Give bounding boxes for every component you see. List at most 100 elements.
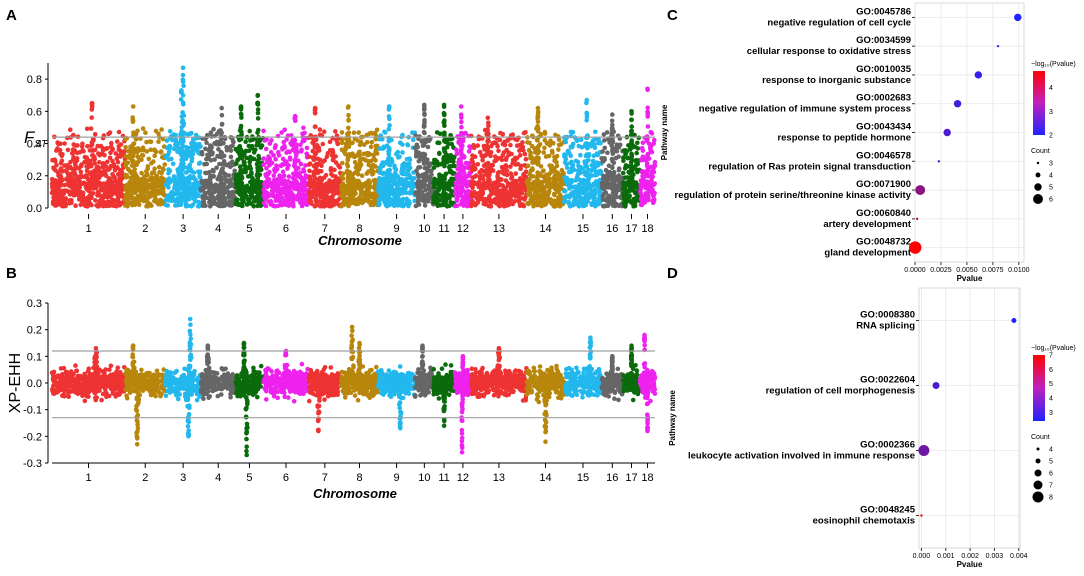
- snp-point: [109, 144, 114, 149]
- snp-point: [387, 147, 392, 152]
- snp-point: [235, 198, 240, 203]
- snp-point: [646, 152, 651, 157]
- snp-point: [645, 194, 650, 199]
- snp-point: [291, 193, 296, 198]
- snp-point: [54, 163, 59, 168]
- snp-point: [528, 151, 533, 156]
- snp-point: [626, 196, 631, 201]
- snp-point: [148, 185, 153, 190]
- snp-point: [155, 191, 160, 196]
- snp-point: [219, 168, 224, 173]
- snp-point: [637, 136, 642, 141]
- snp-point: [282, 162, 287, 167]
- snp-point: [552, 177, 557, 182]
- snp-point: [433, 197, 438, 202]
- snp-point: [330, 153, 335, 158]
- snp-point: [501, 171, 506, 176]
- snp-point: [449, 177, 454, 182]
- snp-point: [168, 169, 173, 174]
- snp-point: [163, 162, 168, 167]
- snp-point: [255, 171, 260, 176]
- snp-point: [387, 138, 392, 143]
- snp-point: [579, 138, 584, 143]
- snp-point: [386, 161, 391, 166]
- snp-point: [477, 192, 482, 197]
- snp-point: [397, 154, 402, 159]
- snp-point: [498, 183, 503, 188]
- snp-point: [604, 168, 609, 173]
- snp-point: [510, 174, 515, 179]
- snp-point: [247, 129, 252, 134]
- snp-point: [345, 158, 350, 163]
- snp-point: [320, 182, 325, 187]
- snp-point: [175, 203, 180, 208]
- snp-point: [179, 88, 184, 93]
- snp-point: [597, 201, 602, 206]
- snp-point: [476, 162, 481, 167]
- snp-point: [303, 176, 308, 181]
- snp-point: [648, 147, 653, 152]
- snp-point: [442, 123, 447, 128]
- snp-point: [301, 167, 306, 172]
- snp-point: [629, 124, 634, 129]
- snp-point: [623, 202, 628, 207]
- snp-point: [313, 177, 318, 182]
- snp-point: [459, 202, 464, 207]
- snp-point: [318, 132, 323, 137]
- snp-point: [522, 131, 527, 136]
- snp-point: [622, 198, 627, 203]
- snp-point: [282, 144, 287, 149]
- snp-point: [583, 185, 588, 190]
- snp-point: [636, 146, 641, 151]
- snp-point: [243, 139, 248, 144]
- snp-point: [159, 171, 164, 176]
- snp-point: [610, 148, 615, 153]
- snp-point: [600, 181, 605, 186]
- snp-point: [381, 171, 386, 176]
- snp-point: [293, 149, 298, 154]
- snp-point: [163, 183, 168, 188]
- snp-point: [532, 185, 537, 190]
- snp-point: [149, 203, 154, 208]
- snp-point: [550, 184, 555, 189]
- snp-point: [91, 138, 96, 143]
- snp-point: [93, 132, 98, 137]
- snp-point: [132, 141, 137, 146]
- snp-point: [291, 176, 296, 181]
- snp-point: [526, 178, 531, 183]
- snp-point: [59, 175, 64, 180]
- snp-point: [256, 160, 261, 165]
- snp-point: [103, 169, 108, 174]
- snp-point: [71, 142, 76, 147]
- snp-point: [283, 198, 288, 203]
- snp-point: [629, 163, 634, 168]
- snp-point: [219, 150, 224, 155]
- snp-point: [602, 204, 607, 209]
- snp-point: [479, 136, 484, 141]
- snp-point: [394, 167, 399, 172]
- snp-point: [179, 183, 184, 188]
- snp-point: [240, 194, 245, 199]
- snp-point: [417, 159, 422, 164]
- snp-point: [535, 192, 540, 197]
- snp-point: [481, 177, 486, 182]
- snp-point: [63, 183, 68, 188]
- snp-point: [369, 159, 374, 164]
- snp-point: [159, 150, 164, 155]
- snp-point: [214, 201, 219, 206]
- snp-point: [338, 165, 343, 170]
- snp-point: [536, 173, 541, 178]
- snp-point: [373, 158, 378, 163]
- snp-point: [485, 146, 490, 151]
- snp-point: [580, 190, 585, 195]
- snp-point: [267, 156, 272, 161]
- snp-point: [149, 161, 154, 166]
- snp-point: [515, 138, 520, 143]
- snp-point: [234, 147, 239, 152]
- snp-point: [179, 158, 184, 163]
- snp-point: [220, 122, 225, 127]
- snp-point: [514, 181, 519, 186]
- snp-point: [133, 186, 138, 191]
- snp-point: [243, 190, 248, 195]
- snp-point: [540, 192, 545, 197]
